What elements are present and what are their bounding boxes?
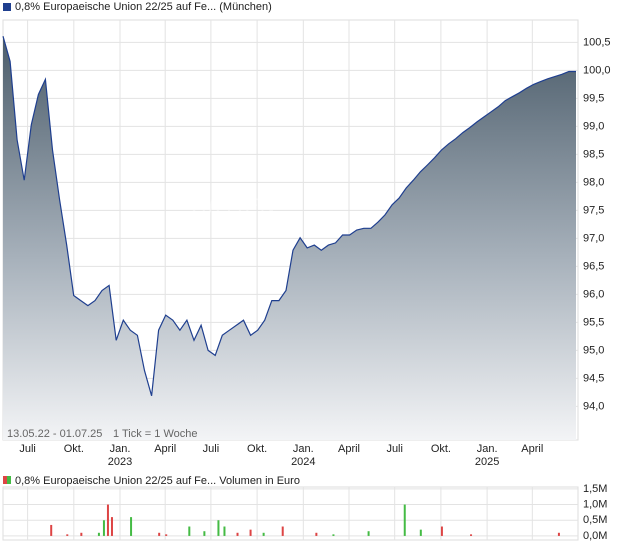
tick-note: 1 Tick = 1 Woche bbox=[113, 428, 197, 440]
volume-bar bbox=[50, 524, 53, 536]
y-tick-label: 0,5M bbox=[583, 514, 607, 526]
x-tick-label: Juli bbox=[203, 443, 220, 455]
y-tick-label: 100,5 bbox=[583, 36, 611, 48]
period-label: 13.05.22 - 01.07.25 bbox=[7, 428, 102, 440]
volume-bar bbox=[165, 534, 168, 536]
x-tick-label: Juli bbox=[19, 443, 36, 455]
volume-bar bbox=[262, 532, 265, 536]
x-tick-label: April bbox=[154, 443, 176, 455]
y-tick-label: 96,5 bbox=[583, 260, 604, 272]
volume-bar bbox=[158, 532, 161, 536]
price-panel: Juli Okt. Jan. April Juli Okt. Jan. April Juli Ok… bbox=[2, 19, 611, 468]
x-tick-label: Okt. bbox=[64, 443, 84, 455]
y-tick-label: 97,0 bbox=[583, 232, 604, 244]
volume-bar bbox=[80, 532, 83, 536]
legend-label: 0,8% Europaeische Union 22/25 auf Fe... … bbox=[15, 1, 272, 13]
volume-bar bbox=[188, 526, 191, 536]
x-tick-label: Juli bbox=[386, 443, 403, 455]
volume-bar bbox=[315, 532, 318, 536]
y-tick-label: 99,5 bbox=[583, 92, 604, 104]
y-tick-label: 99,0 bbox=[583, 120, 604, 132]
volume-bar bbox=[217, 520, 220, 536]
volume-bar bbox=[110, 517, 113, 536]
volume-bar bbox=[102, 520, 105, 536]
y-tick-label: 1,0M bbox=[583, 498, 607, 510]
year-label: 2023 bbox=[108, 456, 132, 468]
x-tick-label: Okt. bbox=[431, 443, 451, 455]
volume-bar bbox=[367, 531, 370, 536]
volume-panel: 0,0M 0,5M 1,0M 1,5M bbox=[2, 483, 607, 542]
volume-bar bbox=[332, 534, 335, 536]
volume-bar bbox=[130, 517, 133, 536]
volume-bar bbox=[66, 534, 69, 536]
volume-bar bbox=[236, 532, 239, 536]
volume-bar bbox=[223, 526, 226, 536]
y-tick-label: 95,0 bbox=[583, 344, 604, 356]
legend-label: 0,8% Europaeische Union 22/25 auf Fe... … bbox=[15, 475, 300, 487]
year-label: 2024 bbox=[291, 456, 315, 468]
y-tick-label: 95,5 bbox=[583, 316, 604, 328]
volume-bar bbox=[97, 532, 100, 536]
watermark: AKTIEN bbox=[192, 195, 277, 217]
x-tick-label: April bbox=[521, 443, 543, 455]
y-tick-label: 94,0 bbox=[583, 400, 604, 412]
x-tick-label: Jan. bbox=[293, 443, 314, 455]
volume-bar bbox=[470, 534, 473, 536]
x-tick-label: Okt. bbox=[247, 443, 267, 455]
price-line bbox=[2, 36, 576, 396]
volume-bar bbox=[419, 529, 422, 536]
y-tick-label: 94,5 bbox=[583, 372, 604, 384]
y-tick-label: 98,5 bbox=[583, 148, 604, 160]
y-tick-label: 98,0 bbox=[583, 176, 604, 188]
x-tick-label: Jan. bbox=[477, 443, 498, 455]
legend-swatch bbox=[3, 3, 11, 11]
legend-swatch bbox=[7, 476, 11, 484]
volume-bar bbox=[106, 504, 109, 536]
y-tick-label: 100,0 bbox=[583, 64, 611, 76]
volume-bar bbox=[440, 526, 443, 536]
y-tick-label: 0,0M bbox=[583, 530, 607, 542]
y-tick-label: 96,0 bbox=[583, 288, 604, 300]
volume-bar bbox=[557, 532, 560, 536]
y-tick-label: 97,5 bbox=[583, 204, 604, 216]
volume-bar bbox=[203, 531, 206, 536]
volume-bar bbox=[249, 529, 252, 536]
volume-bar bbox=[403, 504, 406, 536]
area-fill bbox=[3, 36, 576, 440]
legend-swatch bbox=[3, 476, 7, 484]
volume-bar bbox=[281, 526, 284, 536]
x-tick-label: Jan. bbox=[110, 443, 131, 455]
plot-frame bbox=[2, 486, 579, 541]
year-label: 2025 bbox=[475, 456, 499, 468]
y-tick-label: 1,5M bbox=[583, 483, 607, 495]
x-tick-label: April bbox=[338, 443, 360, 455]
